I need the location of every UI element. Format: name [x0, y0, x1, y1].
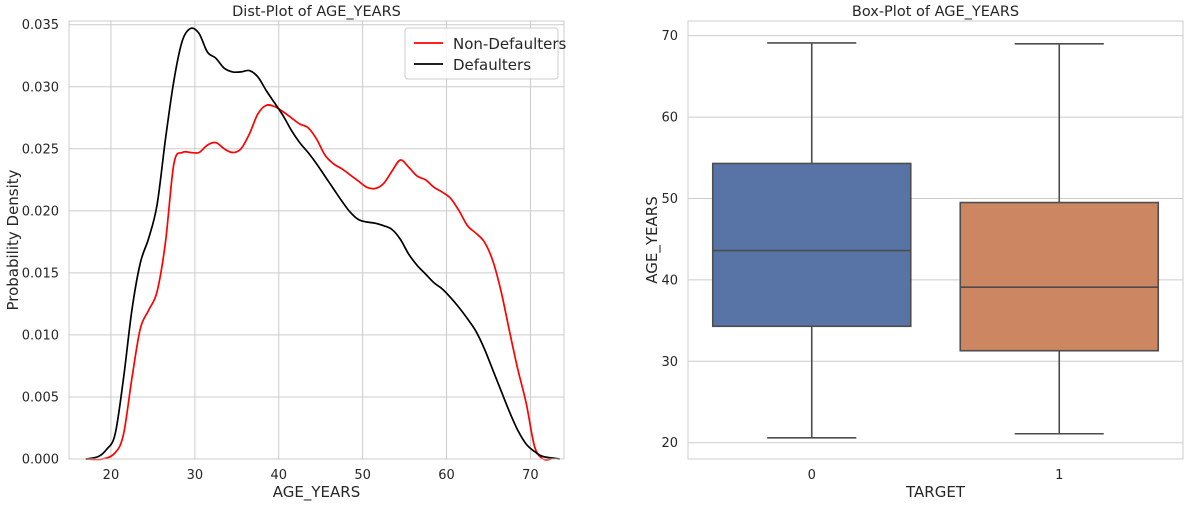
dist-plot-legend: Non-Defaulters Defaulters [404, 27, 567, 80]
dist-plot-lines [85, 27, 560, 461]
box-target-0 [711, 42, 912, 439]
box-plot-y-tick-label: 40 [661, 273, 678, 288]
dist-plot-frame [68, 20, 565, 460]
box-target-1 [959, 42, 1160, 435]
iqr-box [959, 201, 1160, 352]
box-plot-boxes [711, 42, 1160, 439]
dist-plot-y-tick-label: 0.015 [22, 266, 59, 281]
dist-plot-y-tick-label: 0.035 [22, 18, 59, 33]
box-plot-x-axis-label: TARGET [905, 483, 966, 501]
box-plot-y-tick-label: 60 [661, 111, 678, 126]
box-plot-title: Box-Plot of AGE_YEARS [852, 4, 1019, 20]
dist-plot-y-tick-label: 0.020 [22, 204, 59, 219]
legend-label-defaulters: Defaulters [453, 56, 531, 74]
dist-plot-y-axis-label: Probability Density [4, 169, 22, 310]
dist-plot-y-tick-label: 0.030 [22, 80, 59, 95]
box-plot-y-tick-label: 30 [661, 355, 678, 370]
dist-plot-panel: 20 30 40 50 60 70 0.0000.0050.0100.0150.0200.… [4, 4, 567, 502]
dist-plot-x-tick-label: 20 [103, 468, 120, 483]
box-plot-x-tick-label: 0 [808, 468, 816, 483]
box-plot-x-tick-label: 1 [1055, 468, 1063, 483]
dist-plot-x-tick-label: 70 [522, 468, 539, 483]
box-plot-y-tick-label: 50 [661, 192, 678, 207]
iqr-box [711, 162, 912, 328]
dist-plot-x-tick-label: 30 [187, 468, 204, 483]
dist-plot-y-tick-label: 0.025 [22, 142, 59, 157]
dist-plot-y-tick-label: 0.005 [22, 390, 59, 405]
dist-plot-y-tick-label: 0.000 [22, 453, 59, 468]
dist-plot-title: Dist-Plot of AGE_YEARS [232, 4, 401, 20]
dist-plot-grid [69, 21, 564, 460]
dist-plot-x-axis-label: AGE_YEARS [273, 483, 360, 502]
box-plot-y-tick-label: 70 [661, 29, 678, 44]
box-plot-frame [687, 20, 1184, 460]
dist-plot-y-tick-label: 0.010 [22, 328, 59, 343]
box-plot-y-axis-label: AGE_YEARS [643, 196, 662, 283]
dist-plot-x-ticks: 20 30 40 50 60 70 [103, 468, 539, 483]
dist-plot-x-tick-label: 40 [270, 468, 287, 483]
non-defaulters-density-line [85, 104, 552, 461]
dist-plot-x-tick-label: 60 [438, 468, 455, 483]
dist-plot-x-tick-label: 50 [354, 468, 371, 483]
box-plot-y-tick-label: 20 [661, 436, 678, 451]
legend-box [404, 27, 559, 80]
dist-plot-y-ticks: 0.000 0.005 0.010 0.015 0.020 0.025 0.030 0.035 [22, 18, 59, 467]
defaulters-density-line [85, 27, 560, 460]
box-plot-y-ticks: 20 30 40 50 60 70 [661, 29, 678, 451]
legend-label-non-defaulters: Non-Defaulters [453, 35, 567, 53]
